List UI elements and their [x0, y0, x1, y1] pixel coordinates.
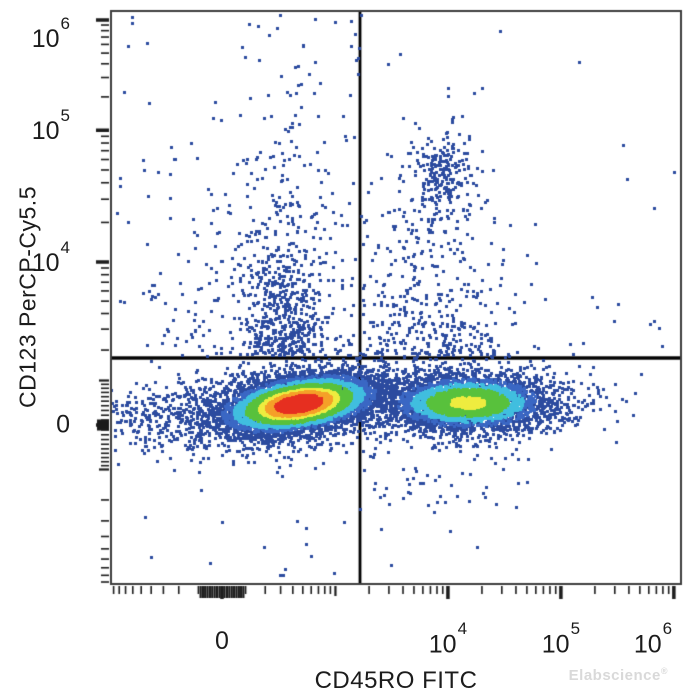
x-axis-label: CD45RO FITC: [314, 667, 478, 694]
y-tick-label: 106: [31, 13, 70, 54]
y-tick-label: 0: [56, 410, 70, 439]
registered-mark: ®: [660, 666, 668, 676]
watermark-text: Elabscience: [568, 667, 661, 684]
y-tick-label: 104: [31, 237, 70, 278]
watermark: Elabscience®: [569, 666, 668, 684]
y-axis-label: CD123 PerCP-Cy5.5: [14, 186, 41, 408]
x-tick-label: 105: [541, 619, 581, 659]
x-tick-label: 0: [215, 627, 229, 655]
x-tick-label: 106: [633, 619, 673, 659]
y-tick-label: 105: [31, 106, 70, 146]
x-tick-label: 104: [428, 619, 468, 659]
